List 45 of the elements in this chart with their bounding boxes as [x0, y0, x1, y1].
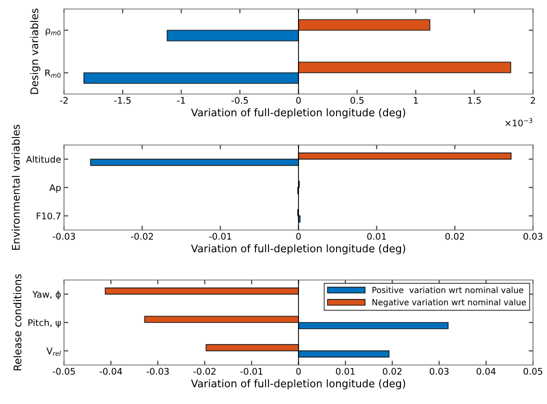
x-tick-label: -0.01	[240, 368, 262, 375]
x-tick-label: -0.05	[52, 368, 75, 375]
x-tick-label: 0.03	[524, 232, 542, 240]
text: ×10$^{−3}$	[506, 118, 532, 126]
y-tick-label: Altitude	[26, 156, 61, 163]
legend-label: Positive variation wrt nominal value	[372, 286, 524, 294]
y-tick-label: Yaw, ϕ	[32, 290, 61, 300]
x-tick-label: 0	[296, 232, 301, 240]
x-tick-label: 0	[296, 96, 301, 104]
x-tick-label: 1.5	[468, 97, 481, 104]
y-tick-label: ρ$_{m0}$	[46, 28, 61, 36]
x-tick-label: 2	[530, 96, 535, 104]
x-tick-label: 0.02	[382, 368, 402, 375]
x-tick-label: -1	[177, 97, 185, 104]
x-tick-label: 0.03	[430, 368, 449, 375]
y-tick-label: F10.7	[36, 212, 60, 220]
x-tick-label: -0.02	[193, 368, 216, 375]
x-tick-label: 0.02	[445, 232, 464, 240]
y-axis-title: Environmental variables	[12, 124, 20, 250]
x-axis-title: Variation of full-depletion longitude (deg)	[191, 244, 406, 254]
x-tick-label: -0.02	[130, 232, 153, 240]
x-tick-label: -0.04	[100, 368, 122, 375]
x-tick-label: 0.04	[476, 368, 496, 375]
x-tick-label: 0.01	[367, 232, 386, 240]
x-tick-label: 0	[296, 368, 301, 375]
x-tick-label: -0.5	[232, 96, 248, 104]
x-axis-title: Variation of full-depletion longitude (deg)	[191, 379, 406, 390]
x-tick-label: -1.5	[114, 97, 131, 104]
x-tick-label: 0.5	[350, 96, 364, 104]
x-tick-label: 0.05	[524, 368, 542, 375]
x-axis-title: Variation of full-depletion longitude (deg)	[191, 108, 406, 118]
x-tick-label: -0.01	[209, 232, 232, 240]
x-tick-label: -0.03	[52, 232, 75, 240]
x-tick-label: -0.03	[146, 368, 169, 375]
bar	[104, 288, 299, 295]
y-tick-label: R$_{m0}$	[45, 70, 61, 78]
y-tick-label: Pitch, ψ	[28, 319, 61, 328]
y-axis-title: Release conditions	[13, 274, 22, 370]
y-tick-label: V$_{rel}$	[46, 348, 61, 356]
legend-label: Negative variation wrt nominal value	[372, 298, 526, 307]
x-tick-label: 1	[414, 97, 418, 104]
y-axis-title: Design variables	[30, 8, 40, 94]
y-tick-label: Ap	[49, 184, 61, 193]
x-tick-label: 0.01	[336, 368, 355, 375]
x-tick-label: -2	[60, 96, 68, 104]
